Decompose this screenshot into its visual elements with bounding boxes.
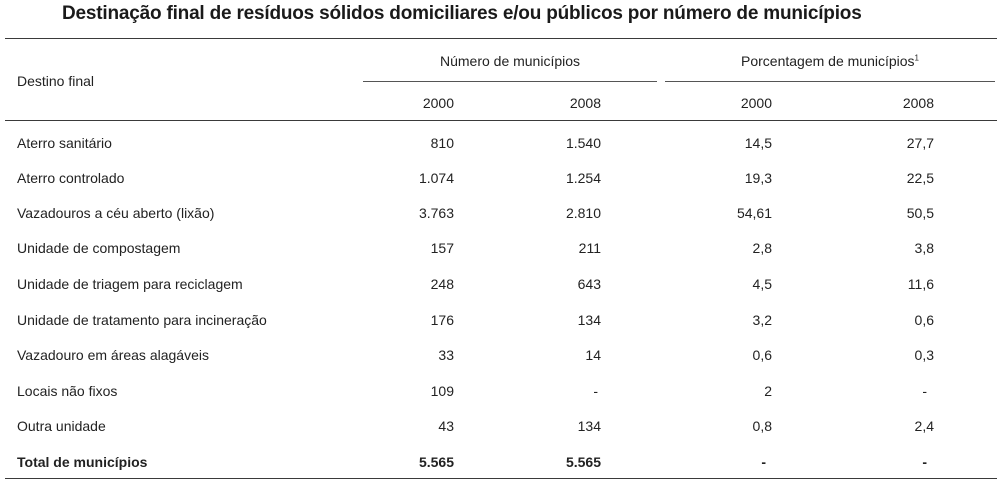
- group-header-count: Número de municípios: [439, 53, 581, 69]
- cell-count-2000: 157: [430, 240, 454, 256]
- cell-count-2000: 109: [430, 383, 454, 399]
- cell-percent-2008: 0,3: [914, 347, 934, 363]
- cell-percent-2008: 27,7: [906, 135, 934, 151]
- cell-count-2008: 2.810: [565, 205, 601, 221]
- cell-count-2008: 1.540: [565, 135, 601, 151]
- year-header-percent-2000: 2000: [740, 95, 772, 111]
- cell-percent-2008: 0,6: [914, 312, 934, 328]
- row-label: Aterro controlado: [17, 170, 125, 186]
- cell-percent-2000: 0,6: [752, 347, 772, 363]
- cell-percent-2008: 3,8: [914, 240, 934, 256]
- cell-count-2008: 211: [578, 240, 601, 256]
- cell-count-2000: 810: [430, 135, 454, 151]
- cell-count-2000: 176: [430, 312, 454, 328]
- total-label: Total de municípios: [17, 454, 148, 470]
- row-label: Unidade de compostagem: [17, 240, 181, 256]
- year-header-count-2000: 2000: [422, 95, 454, 111]
- total-count-2000: 5.565: [418, 454, 454, 470]
- cell-count-2000: 33: [438, 347, 454, 363]
- cell-count-2000: 1.074: [418, 170, 454, 186]
- cell-count-2008: -: [593, 383, 598, 399]
- row-label: Unidade de tratamento para incineração: [17, 312, 267, 328]
- cell-percent-2000: 3,2: [752, 312, 772, 328]
- cell-count-2008: 134: [577, 418, 601, 434]
- group-underline-count: [363, 81, 657, 82]
- group-underline-percent: [665, 81, 995, 82]
- cell-count-2008: 1.254: [565, 170, 601, 186]
- year-header-count-2008: 2008: [569, 95, 601, 111]
- group-header-percent-label: Porcentagem de municípios: [741, 53, 915, 69]
- cell-count-2008: 643: [577, 276, 601, 292]
- cell-percent-2000: 14,5: [744, 135, 772, 151]
- cell-count-2008: 14: [585, 347, 601, 363]
- cell-percent-2000: 0,8: [752, 418, 772, 434]
- cell-count-2000: 43: [438, 418, 454, 434]
- group-header-percent: Porcentagem de municípios1: [665, 52, 995, 70]
- cell-percent-2000: 2,8: [752, 240, 772, 256]
- total-count-2008: 5.565: [565, 454, 601, 470]
- header-rule: [5, 120, 997, 121]
- row-label: Vazadouro em áreas alagáveis: [17, 347, 209, 363]
- row-label: Locais não fixos: [17, 383, 118, 399]
- cell-percent-2008: 22,5: [906, 170, 934, 186]
- bottom-rule: [5, 478, 997, 479]
- cell-percent-2000: 4,5: [752, 276, 772, 292]
- cell-percent-2000: 2: [764, 383, 772, 399]
- cell-count-2000: 248: [430, 276, 454, 292]
- cell-percent-2008: -: [922, 383, 927, 399]
- total-percent-2000: -: [761, 454, 766, 470]
- table-title: Destinação final de resíduos sólidos dom…: [62, 3, 862, 24]
- cell-percent-2000: 54,61: [736, 205, 772, 221]
- cell-percent-2008: 2,4: [914, 418, 934, 434]
- top-rule: [5, 38, 997, 39]
- row-label: Outra unidade: [17, 418, 106, 434]
- row-label-header: Destino final: [17, 73, 95, 89]
- cell-percent-2008: 11,6: [907, 276, 934, 292]
- row-label: Aterro sanitário: [17, 135, 112, 151]
- cell-count-2008: 134: [577, 312, 601, 328]
- year-header-percent-2008: 2008: [902, 95, 934, 111]
- cell-percent-2008: 50,5: [906, 205, 934, 221]
- cell-count-2000: 3.763: [418, 205, 454, 221]
- row-label: Unidade de triagem para reciclagem: [17, 276, 243, 292]
- cell-percent-2000: 19,3: [744, 170, 772, 186]
- total-percent-2008: -: [922, 454, 927, 470]
- footnote-marker: 1: [914, 53, 919, 63]
- row-label: Vazadouros a céu aberto (lixão): [17, 205, 215, 221]
